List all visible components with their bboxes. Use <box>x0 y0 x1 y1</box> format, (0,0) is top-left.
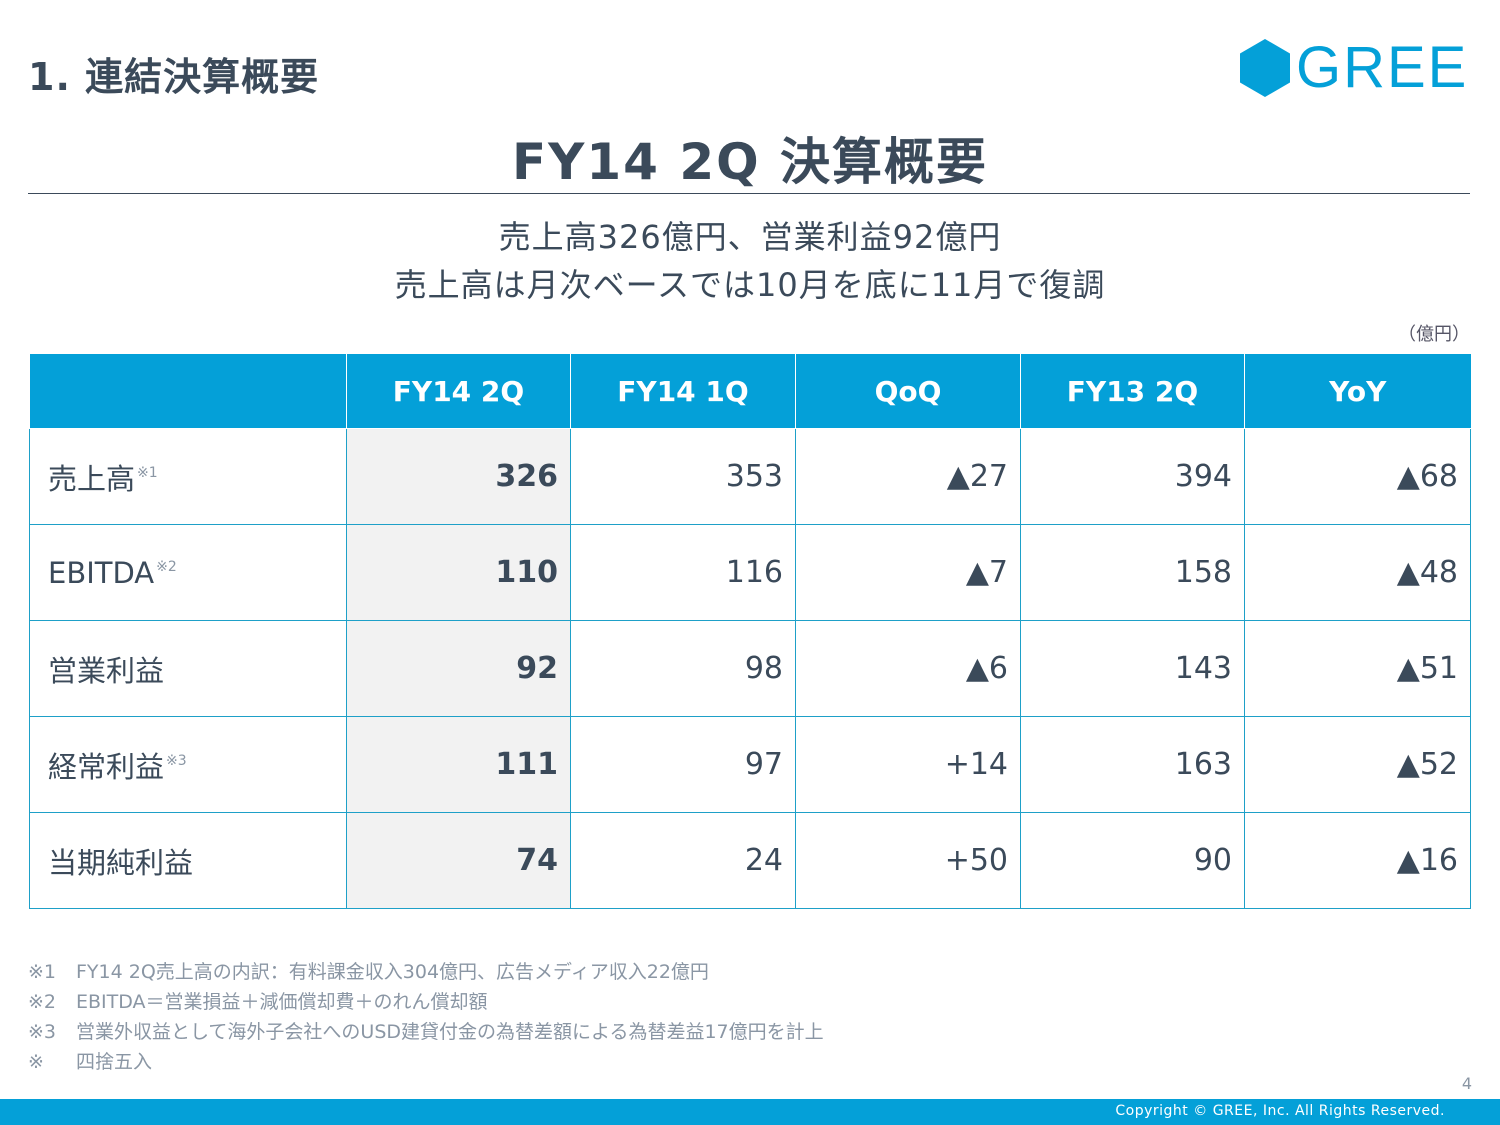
cell-yoy: ▲48 <box>1244 524 1471 621</box>
row-label-text: 営業利益 <box>48 653 165 688</box>
cell-qoq: ▲7 <box>795 524 1021 621</box>
footnote-item: ※1 FY14 2Q売上高の内訳：有料課金収入304億円、広告メディア収入22億… <box>28 957 824 987</box>
footnote-mark: ※2 <box>28 991 57 1013</box>
row-label: 売上高 ※1 <box>29 428 347 525</box>
subtitle-line-2: 売上高は月次ベースでは10月を底に11月で復調 <box>394 266 1106 304</box>
footnote-text: EBITDA＝営業損益＋減価償却費＋のれん償却額 <box>76 991 488 1013</box>
cell-fy13-2q: 163 <box>1020 716 1245 813</box>
table-row: 当期純利益 74 24 +50 90 ▲16 <box>29 812 1471 909</box>
copyright-text: Copyright © GREE, Inc. All Rights Reserv… <box>1115 1103 1445 1119</box>
cell-yoy: ▲52 <box>1244 716 1471 813</box>
cell-fy14-1q: 97 <box>570 716 796 813</box>
footnote-text: 四捨五入 <box>76 1051 153 1073</box>
table-row: 経常利益 ※3 111 97 +14 163 ▲52 <box>29 716 1471 813</box>
subtitle-line-1: 売上高326億円、営業利益92億円 <box>498 218 1002 256</box>
table-row: EBITDA ※2 110 116 ▲7 158 ▲48 <box>29 524 1471 621</box>
row-label-text: 経常利益 <box>48 749 165 784</box>
cell-qoq: +50 <box>795 812 1021 909</box>
header-cell-label <box>29 354 347 429</box>
cell-yoy: ▲68 <box>1244 428 1471 525</box>
header-cell-fy14-1q: FY14 1Q <box>570 354 796 429</box>
hexagon-logo-icon <box>1240 39 1290 97</box>
cell-fy14-1q: 24 <box>570 812 796 909</box>
cell-fy14-1q: 98 <box>570 620 796 717</box>
cell-qoq: ▲27 <box>795 428 1021 525</box>
title-divider <box>28 193 1470 194</box>
cell-fy13-2q: 394 <box>1020 428 1245 525</box>
footnote-item: ※3 営業外収益として海外子会社へのUSD建貸付金の為替差額による為替差益17億… <box>28 1017 824 1047</box>
header-cell-fy13-2q: FY13 2Q <box>1020 354 1245 429</box>
row-label: EBITDA ※2 <box>29 524 347 621</box>
header-cell-fy14-2q: FY14 2Q <box>346 354 571 429</box>
row-label-text: 当期純利益 <box>48 845 194 880</box>
footnote-item: ※2 EBITDA＝営業損益＋減価償却費＋のれん償却額 <box>28 987 824 1017</box>
cell-fy14-2q: 111 <box>346 716 571 813</box>
footnote-text: 営業外収益として海外子会社へのUSD建貸付金の為替差額による為替差益17億円を計… <box>76 1021 824 1043</box>
table-header-row: FY14 2Q FY14 1Q QoQ FY13 2Q YoY <box>29 354 1471 429</box>
cell-fy14-2q: 326 <box>346 428 571 525</box>
cell-fy14-1q: 353 <box>570 428 796 525</box>
cell-fy14-2q: 74 <box>346 812 571 909</box>
logo-text: GREE <box>1296 35 1469 100</box>
footnote-ref: ※2 <box>156 558 177 575</box>
footnote-ref: ※3 <box>166 752 187 769</box>
footnote-text: FY14 2Q売上高の内訳：有料課金収入304億円、広告メディア収入22億円 <box>76 961 709 983</box>
cell-fy13-2q: 90 <box>1020 812 1245 909</box>
table-row: 売上高 ※1 326 353 ▲27 394 ▲68 <box>29 428 1471 525</box>
row-label-text: EBITDA <box>48 555 155 590</box>
cell-fy14-2q: 110 <box>346 524 571 621</box>
cell-fy14-1q: 116 <box>570 524 796 621</box>
footnote-mark: ※ <box>28 1051 44 1073</box>
header-cell-yoy: YoY <box>1244 354 1471 429</box>
footnote-ref: ※1 <box>137 464 158 481</box>
cell-qoq: ▲6 <box>795 620 1021 717</box>
footnote-mark: ※1 <box>28 961 57 983</box>
footnote-item: ※ 四捨五入 <box>28 1047 824 1077</box>
row-label-text: 売上高 <box>48 461 136 496</box>
page-title: FY14 2Q 決算概要 <box>511 133 989 191</box>
footer-bar: Copyright © GREE, Inc. All Rights Reserv… <box>0 1099 1500 1125</box>
cell-yoy: ▲51 <box>1244 620 1471 717</box>
section-title: 1. 連結決算概要 <box>28 55 320 99</box>
page-number: 4 <box>1461 1074 1472 1093</box>
cell-qoq: +14 <box>795 716 1021 813</box>
table-row: 営業利益 92 98 ▲6 143 ▲51 <box>29 620 1471 717</box>
row-label: 営業利益 <box>29 620 347 717</box>
gree-logo: GREE <box>1240 38 1466 98</box>
cell-fy13-2q: 143 <box>1020 620 1245 717</box>
header-cell-qoq: QoQ <box>795 354 1021 429</box>
financial-summary-table: FY14 2Q FY14 1Q QoQ FY13 2Q YoY 売上高 ※1 32… <box>29 354 1471 909</box>
unit-label: （億円） <box>1398 324 1470 345</box>
cell-fy13-2q: 158 <box>1020 524 1245 621</box>
row-label: 当期純利益 <box>29 812 347 909</box>
cell-yoy: ▲16 <box>1244 812 1471 909</box>
footnote-mark: ※3 <box>28 1021 57 1043</box>
cell-fy14-2q: 92 <box>346 620 571 717</box>
row-label: 経常利益 ※3 <box>29 716 347 813</box>
footnotes: ※1 FY14 2Q売上高の内訳：有料課金収入304億円、広告メディア収入22億… <box>28 957 824 1077</box>
